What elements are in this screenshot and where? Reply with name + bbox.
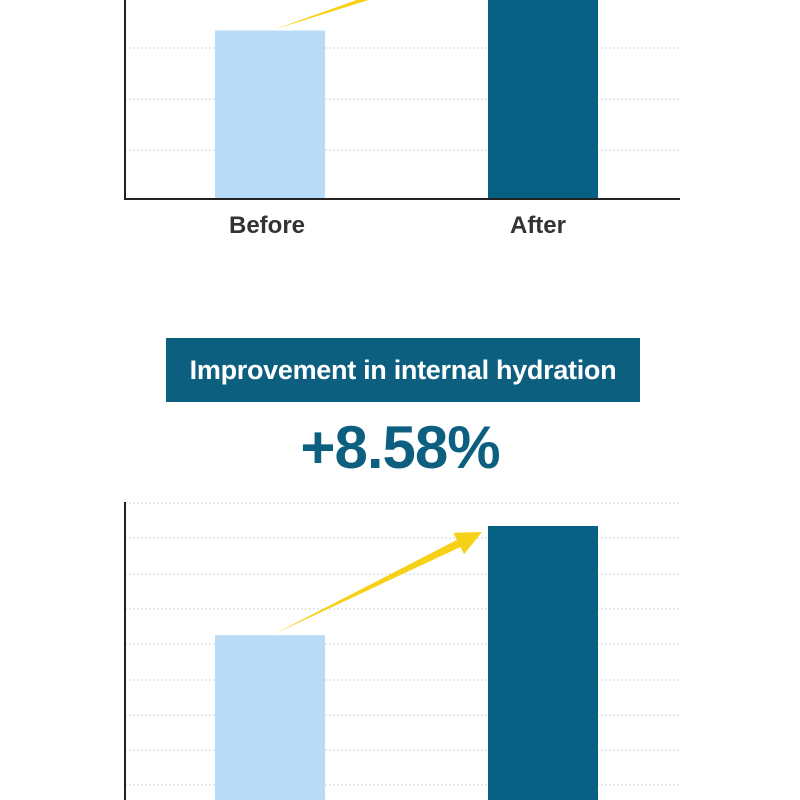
top-chart-bars bbox=[215, 0, 598, 198]
top-chart: Before After bbox=[124, 0, 680, 239]
bottom-chart-bar-after bbox=[488, 526, 598, 800]
bottom-chart-trend-arrow-icon bbox=[274, 532, 482, 635]
top-chart-tick-label-before: Before bbox=[229, 212, 305, 239]
top-chart-trend-arrow bbox=[274, 0, 369, 30]
headline-text: Improvement in internal hydration bbox=[189, 354, 617, 385]
bottom-chart-bars bbox=[215, 526, 598, 800]
top-chart-bar-before bbox=[215, 30, 325, 198]
top-chart-tick-label-after: After bbox=[510, 212, 566, 239]
bottom-chart-bar-before bbox=[215, 635, 325, 800]
bottom-chart-trend-arrow bbox=[274, 532, 482, 635]
top-chart-bar-after bbox=[488, 0, 598, 198]
bottom-chart bbox=[124, 502, 680, 800]
headline-banner: Improvement in internal hydration bbox=[166, 338, 640, 402]
improvement-percentage: +8.58% bbox=[300, 414, 500, 481]
top-chart-trend-arrow-icon bbox=[274, 0, 369, 30]
